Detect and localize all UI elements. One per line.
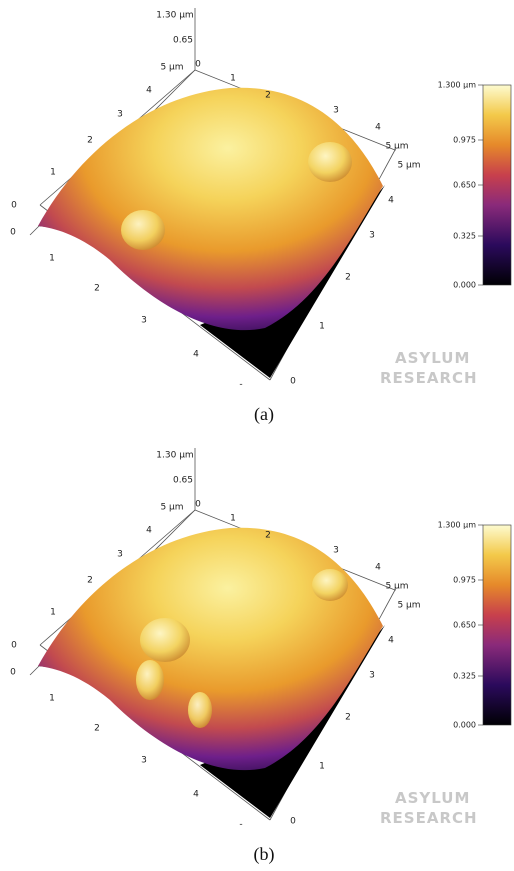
axis-label: 2 [345, 713, 351, 723]
surface [38, 527, 383, 771]
axis-label: 1 [230, 514, 236, 524]
axis-label: 3 [369, 671, 375, 681]
axis-label: - [239, 380, 242, 390]
colorbar-label: 0.000 [453, 721, 476, 730]
axis-label: 0 [11, 201, 17, 211]
axis-label: 5 µm [397, 601, 420, 611]
surface [38, 87, 383, 331]
axis-label: 4 [193, 350, 199, 360]
axis-label: 3 [141, 316, 147, 326]
axis-label: 2 [87, 576, 93, 586]
axis-label: 5 µm [385, 582, 408, 592]
axis-label: 3 [117, 110, 123, 120]
particle [140, 618, 190, 662]
axis-label: 0.65 [173, 36, 193, 46]
colorbar-label: 1.300 µm [438, 81, 477, 90]
axis-label: 1.30 µm [156, 451, 193, 461]
axis-label: 0 [195, 500, 201, 510]
logo: ASYLUM [395, 789, 470, 807]
colorbar-label: 0.975 [453, 136, 476, 145]
axis-label: 4 [146, 86, 152, 96]
colorbar-label: 0.650 [453, 621, 476, 630]
axis-label: 5 µm [160, 503, 183, 513]
axis-label: 1 [319, 322, 325, 332]
axis-label: 1 [50, 608, 56, 618]
axis-label: 3 [333, 546, 339, 556]
axis-label: 2 [94, 284, 100, 294]
colorbar [482, 524, 512, 726]
axis-label: 4 [375, 563, 381, 573]
axis-label: 1 [49, 694, 55, 704]
axis-label: 1 [319, 762, 325, 772]
axis-label: - [239, 820, 242, 830]
particle [136, 660, 164, 700]
axis-label: 3 [333, 106, 339, 116]
axis-label: 4 [146, 526, 152, 536]
axis-label: 1.30 µm [156, 11, 193, 21]
axis-label: 2 [87, 136, 93, 146]
logo: RESEARCH [380, 369, 478, 387]
axis-label: 0 [10, 668, 16, 678]
colorbar-label: 0.975 [453, 576, 476, 585]
axis-label: 3 [141, 756, 147, 766]
colorbar [482, 84, 512, 286]
axis-label: 5 µm [160, 63, 183, 73]
axis-label: 2 [265, 91, 271, 101]
axis-label: 0 [11, 641, 17, 651]
particle [312, 569, 348, 601]
axis-label: 2 [265, 531, 271, 541]
axis-label: 1 [230, 74, 236, 84]
axis-label: 2 [94, 724, 100, 734]
axis-label: 4 [193, 790, 199, 800]
logo: RESEARCH [380, 809, 478, 827]
caption: (b) [254, 844, 275, 865]
axis-label: 2 [345, 273, 351, 283]
axis-label: 0 [290, 377, 296, 387]
caption: (a) [254, 404, 274, 425]
particle [188, 692, 212, 728]
colorbar-label: 0.325 [453, 232, 476, 241]
axis-label: 3 [117, 550, 123, 560]
axis-label: 0.65 [173, 476, 193, 486]
colorbar-label: 1.300 µm [438, 521, 477, 530]
colorbar-label: 0.000 [453, 281, 476, 290]
particle [121, 210, 165, 250]
logo: ASYLUM [395, 349, 470, 367]
axis-label: 5 µm [397, 161, 420, 171]
axis-label: 0 [290, 817, 296, 827]
axis-label: 0 [195, 60, 201, 70]
axis-label: 4 [388, 636, 394, 646]
axis-label: 0 [10, 228, 16, 238]
axis-label: 1 [49, 254, 55, 264]
afm-panel: 1.30 µm 0.65 5 µm 0 1 2 3 4 5 µm 4 3 2 1 0 0 1 2 3 4 - 0 1 2 3 4… [10, 8, 512, 425]
colorbar-label: 0.325 [453, 672, 476, 681]
axis-label: 4 [375, 123, 381, 133]
axis-label: 5 µm [385, 142, 408, 152]
axis-label: 1 [50, 168, 56, 178]
axis-label: 4 [388, 196, 394, 206]
afm-panel: 1.30 µm 0.65 5 µm 0 1 2 3 4 5 µm 4 3 2 1 0 0 1 2 3 4 - 0 1 2 3 4… [10, 448, 512, 865]
axis-label: 3 [369, 231, 375, 241]
colorbar-label: 0.650 [453, 181, 476, 190]
particle [308, 142, 352, 182]
